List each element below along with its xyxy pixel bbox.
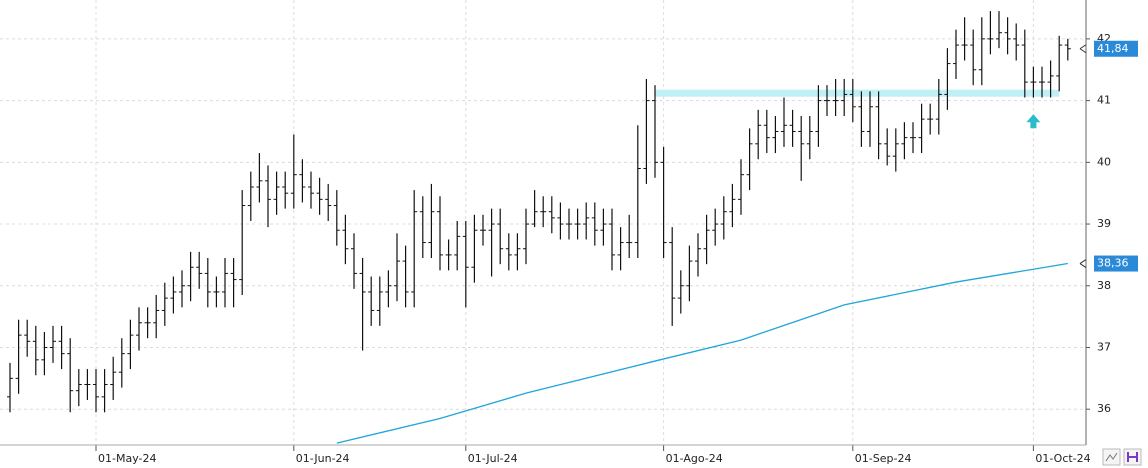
y-tick-label: 40	[1097, 155, 1111, 168]
last-value-marker	[1079, 259, 1087, 268]
x-tick-label: 01-Ago-24	[666, 452, 723, 465]
last-value-box	[1094, 255, 1138, 272]
last-value-marker	[1079, 44, 1087, 54]
y-tick-label: 41	[1097, 94, 1111, 107]
x-tick-label: 01-Oct-24	[1035, 452, 1090, 465]
y-tick-label: 36	[1097, 402, 1111, 415]
last-value-label: 38,36	[1097, 257, 1129, 270]
icon	[1105, 452, 1118, 462]
support-band	[655, 89, 1060, 97]
y-tick-label: 39	[1097, 217, 1111, 230]
x-tick-label: 01-May-24	[98, 452, 156, 465]
last-value-box	[1094, 40, 1138, 57]
icon	[1127, 452, 1138, 462]
moving-average-line	[336, 262, 1068, 444]
x-tick-label: 01-Jun-24	[296, 452, 350, 465]
toolbar-icons	[1102, 448, 1142, 466]
y-tick-label: 37	[1097, 340, 1111, 353]
x-tick-label: 01-Jul-24	[468, 452, 518, 465]
last-value-label: 41,84	[1097, 42, 1129, 55]
x-tick-label: 01-Sep-24	[855, 452, 912, 465]
arrow-annotation	[1026, 114, 1041, 129]
y-tick-label: 38	[1097, 279, 1111, 292]
